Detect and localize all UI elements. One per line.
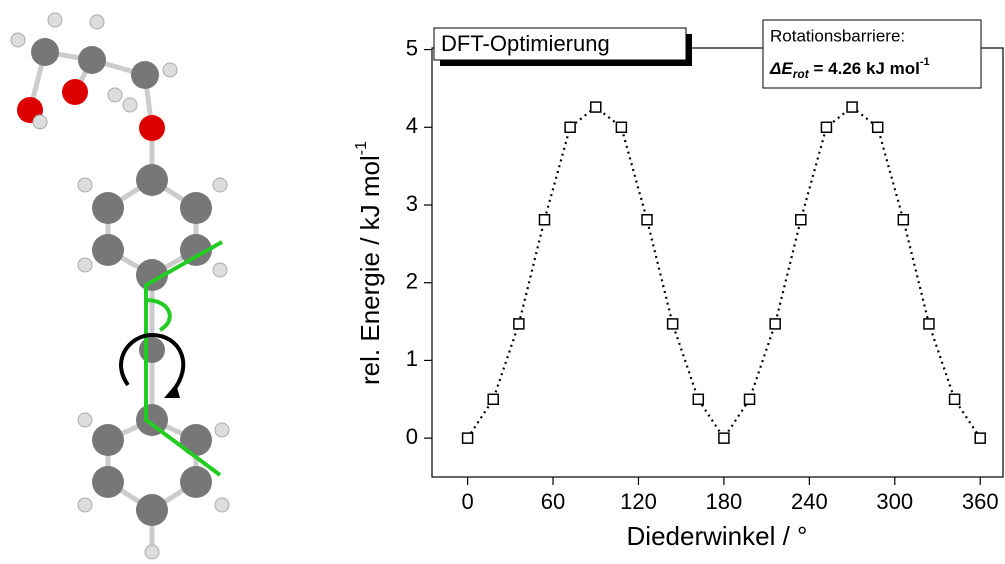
page: 0 60 120 180 240 300 360 0 1 2 3 4 5 DFT-Optimierung…: [0, 0, 1005, 564]
x-tick-label: 360: [962, 489, 999, 514]
x-tick-label: 0: [461, 489, 473, 514]
y-axis-title: rel. Energie / kJ mol-1: [353, 141, 385, 385]
marker: [821, 122, 831, 132]
marker: [463, 433, 473, 443]
marker: [770, 319, 780, 329]
x-axis-title: Diederwinkel / °: [627, 521, 808, 551]
x-tick-label: 60: [541, 489, 565, 514]
marker: [514, 319, 524, 329]
barrier-text: = 4.26 kJ mol: [809, 59, 920, 78]
marker: [847, 102, 857, 112]
marker: [642, 215, 652, 225]
marker: [539, 215, 549, 225]
y-title-text: rel. Energie / kJ mol: [355, 155, 385, 385]
marker: [488, 394, 498, 404]
y-tick-label: 2: [406, 269, 418, 294]
marker: [719, 433, 729, 443]
y-tick-label: 4: [406, 113, 418, 138]
marker: [565, 122, 575, 132]
barrier-title: Rotationsbarriere:: [770, 26, 905, 45]
barrier-sub: rot: [793, 67, 810, 81]
x-tick-label: 240: [791, 489, 828, 514]
y-tick-label: 3: [406, 191, 418, 216]
x-tick-label: 300: [876, 489, 913, 514]
x-tick-label: 180: [706, 489, 743, 514]
marker: [924, 319, 934, 329]
marker: [796, 215, 806, 225]
barrier-sup: -1: [920, 56, 930, 68]
plot: 0 60 120 180 240 300 360 0 1 2 3 4 5: [406, 35, 999, 513]
marker: [745, 394, 755, 404]
y-title-sup: -1: [353, 141, 370, 155]
plot-frame: [432, 48, 1003, 477]
y-tick-label: 5: [406, 35, 418, 60]
molecule: [11, 13, 229, 559]
y-tick-label: 1: [406, 346, 418, 371]
marker: [591, 102, 601, 112]
barrier-symbol: ΔE: [769, 59, 793, 78]
marker: [898, 215, 908, 225]
marker: [975, 433, 985, 443]
chart: 0 60 120 180 240 300 360 0 1 2 3 4 5 DFT-Optimierung…: [0, 0, 1005, 564]
marker: [693, 394, 703, 404]
x-tick-label: 120: [620, 489, 657, 514]
line: [468, 107, 981, 438]
marker: [668, 319, 678, 329]
annotation: DFT-Optimierung: [441, 31, 610, 56]
marker: [873, 122, 883, 132]
y-tick-label: 0: [406, 424, 418, 449]
marker: [950, 394, 960, 404]
marker: [616, 122, 626, 132]
